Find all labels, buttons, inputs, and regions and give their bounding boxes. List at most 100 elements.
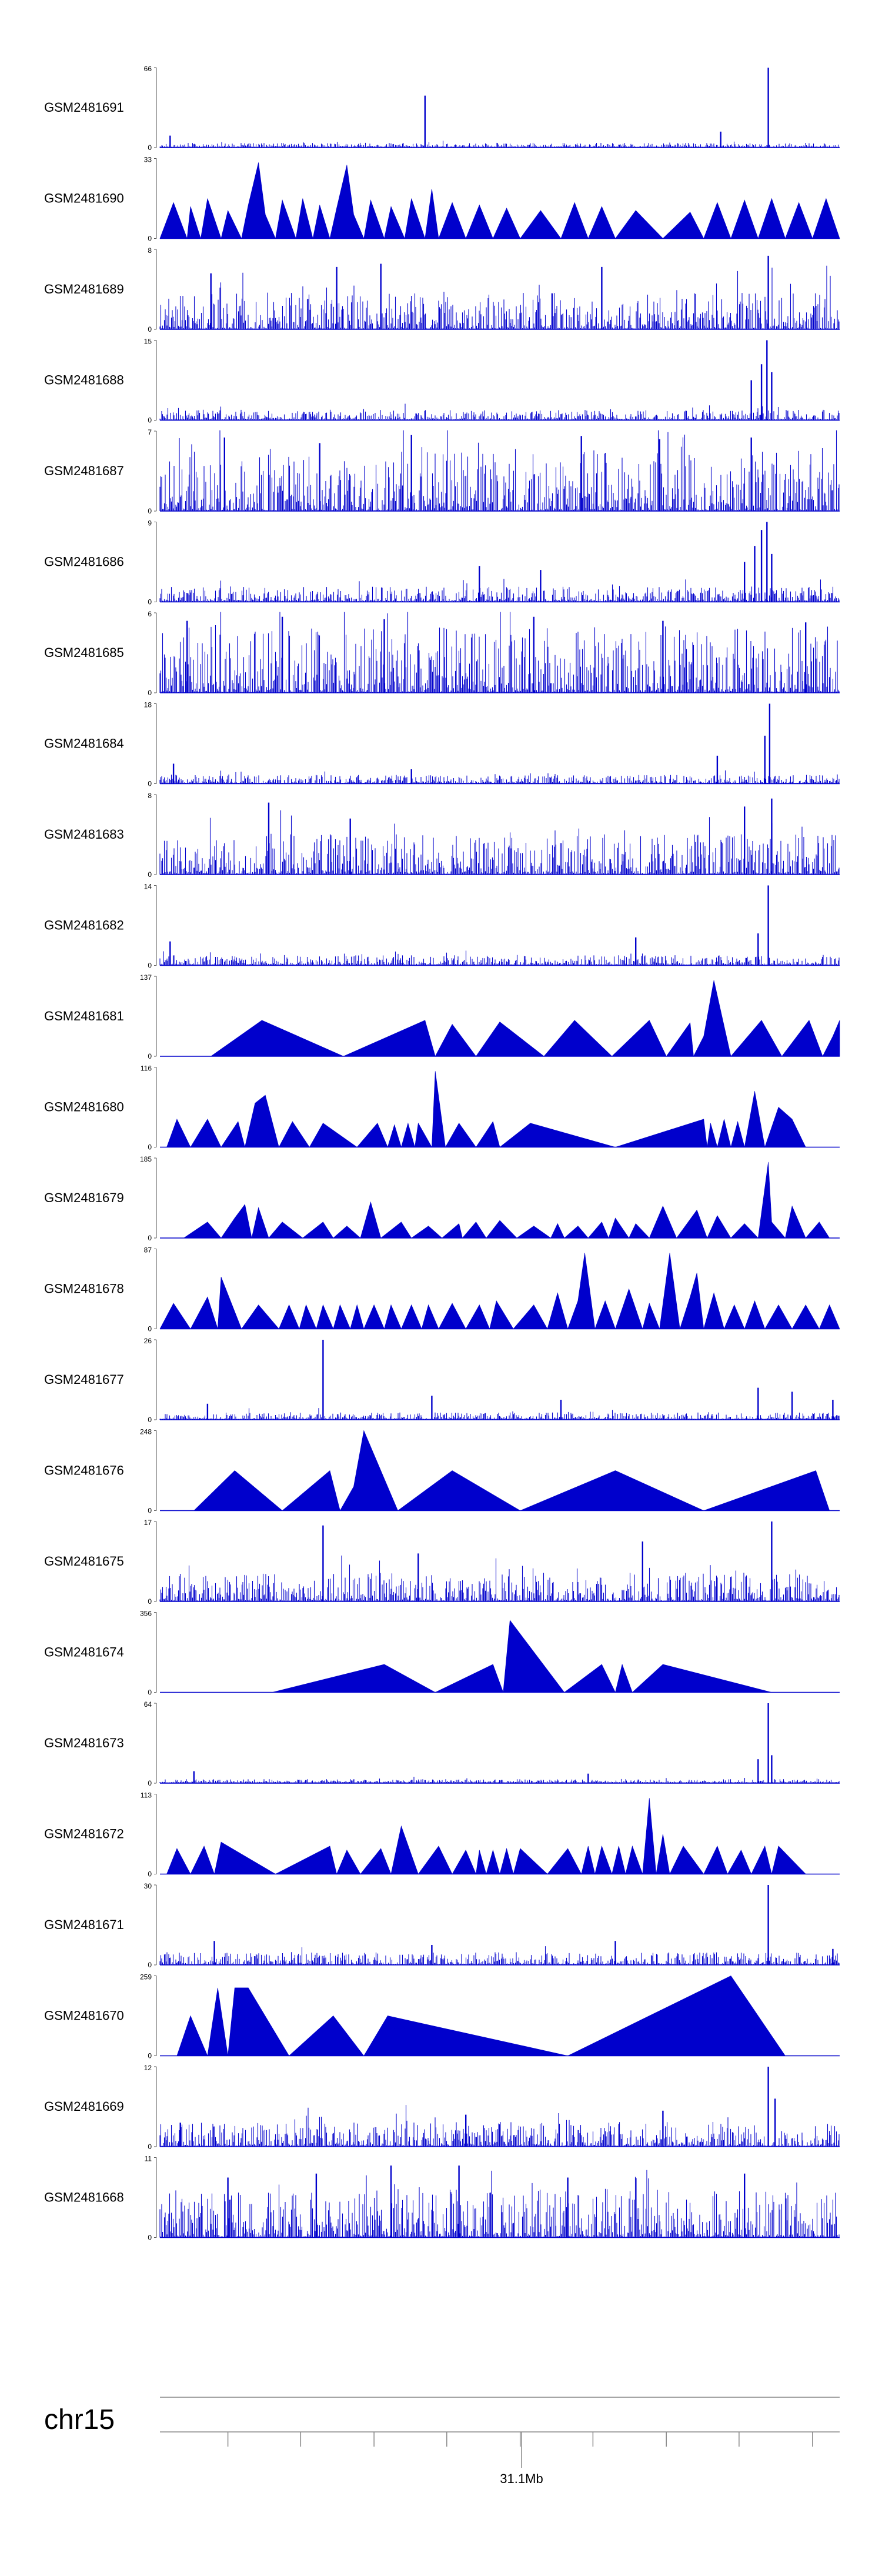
signal-bars xyxy=(159,579,840,602)
y-min-label: 0 xyxy=(148,689,152,697)
signal-bars xyxy=(159,950,840,966)
track: GSM2481672 113 0 xyxy=(44,1791,840,1878)
y-max-label: 8 xyxy=(148,792,152,800)
track: GSM2481686 9 0 xyxy=(44,519,840,606)
y-min-label: 0 xyxy=(148,1870,152,1878)
track-label: GSM2481677 xyxy=(44,1372,124,1387)
y-max-label: 26 xyxy=(144,1337,152,1345)
y-min-label: 0 xyxy=(148,1597,152,1606)
track: GSM2481678 87 0 xyxy=(44,1246,840,1333)
y-max-label: 12 xyxy=(144,2064,152,2072)
signal-area xyxy=(159,1253,840,1330)
y-max-label: 14 xyxy=(144,883,152,891)
signal-area xyxy=(160,1430,840,1511)
y-max-label: 18 xyxy=(144,701,152,709)
signal-area xyxy=(160,1162,840,1239)
track: GSM2481687 7 0 xyxy=(44,428,840,515)
y-min-label: 0 xyxy=(148,1416,152,1424)
track: GSM2481690 33 0 xyxy=(44,156,840,243)
y-min-label: 0 xyxy=(148,1052,152,1060)
y-min-label: 0 xyxy=(148,780,152,788)
y-max-label: 259 xyxy=(140,1973,152,1981)
track-label: GSM2481688 xyxy=(44,373,124,388)
track: GSM2481671 30 0 xyxy=(44,1882,840,1969)
y-min-label: 0 xyxy=(148,598,152,606)
track: GSM2481685 6 0 xyxy=(44,610,840,697)
y-max-label: 64 xyxy=(144,1700,152,1709)
track-panel: GSM2481691660GSM2481690330GSM248168980GS… xyxy=(44,65,840,2242)
signal-bars xyxy=(159,1777,840,1783)
signal-bars xyxy=(159,770,840,784)
y-min-label: 0 xyxy=(148,235,152,243)
signal-area xyxy=(160,1620,840,1693)
signal-bars xyxy=(159,1946,840,1965)
x-tick-label: 31.1Mb xyxy=(500,2471,543,2486)
track: GSM2481681 137 0 xyxy=(44,973,840,1060)
y-min-label: 0 xyxy=(148,1961,152,1969)
track: GSM2481668 11 0 xyxy=(44,2155,840,2242)
track-label: GSM2481669 xyxy=(44,2099,124,2114)
y-max-label: 33 xyxy=(144,156,152,164)
track-label: GSM2481691 xyxy=(44,100,124,115)
y-max-label: 11 xyxy=(145,2155,152,2163)
y-max-label: 113 xyxy=(141,1791,152,1800)
signal-bars xyxy=(159,612,840,693)
track: GSM2481691 66 0 xyxy=(44,65,840,152)
y-max-label: 6 xyxy=(148,610,152,618)
y-min-label: 0 xyxy=(148,1143,152,1152)
y-min-label: 0 xyxy=(148,416,152,425)
track: GSM2481670 259 0 xyxy=(44,1973,840,2060)
chromosome-axis: chr15 31.1Mb xyxy=(44,2397,840,2486)
y-min-label: 0 xyxy=(148,325,152,333)
y-max-label: 356 xyxy=(140,1610,152,1618)
y-min-label: 0 xyxy=(148,1234,152,1242)
track-label: GSM2481671 xyxy=(44,1917,124,1932)
y-min-label: 0 xyxy=(148,2052,152,2060)
signal-bars xyxy=(159,1555,840,1601)
y-min-label: 0 xyxy=(148,2234,152,2242)
y-max-label: 8 xyxy=(148,246,152,255)
signal-area xyxy=(159,162,840,239)
y-max-label: 66 xyxy=(144,65,152,73)
track-label: GSM2481681 xyxy=(44,1009,124,1023)
chromosome-label: chr15 xyxy=(44,2404,115,2435)
signal-bars xyxy=(159,403,840,421)
track-label: GSM2481680 xyxy=(44,1100,124,1115)
track-label: GSM2481679 xyxy=(44,1190,124,1205)
y-min-label: 0 xyxy=(148,1325,152,1333)
y-max-label: 30 xyxy=(144,1882,152,1890)
track: GSM2481680 116 0 xyxy=(44,1065,840,1152)
y-max-label: 7 xyxy=(148,428,152,436)
y-max-label: 185 xyxy=(140,1155,152,1163)
signal-area xyxy=(160,980,840,1057)
track-label: GSM2481684 xyxy=(44,736,124,751)
track-label: GSM2481678 xyxy=(44,1282,124,1296)
track: GSM2481676 248 0 xyxy=(44,1428,840,1515)
track-label: GSM2481670 xyxy=(44,2008,124,2023)
track: GSM2481675 17 0 xyxy=(44,1519,840,1606)
signal-area xyxy=(160,1798,840,1875)
y-max-label: 9 xyxy=(148,519,152,528)
y-min-label: 0 xyxy=(148,507,152,515)
y-min-label: 0 xyxy=(148,1689,152,1697)
track-label: GSM2481673 xyxy=(44,1736,124,1750)
y-min-label: 0 xyxy=(148,870,152,879)
track: GSM2481677 26 0 xyxy=(44,1337,840,1424)
y-min-label: 0 xyxy=(148,1779,152,1787)
track-label: GSM2481683 xyxy=(44,827,124,842)
track-label: GSM2481685 xyxy=(44,645,124,660)
track: GSM2481679 185 0 xyxy=(44,1155,840,1242)
track-label: GSM2481682 xyxy=(44,918,124,933)
y-max-label: 248 xyxy=(140,1428,152,1436)
signal-bars xyxy=(159,810,840,875)
y-max-label: 87 xyxy=(144,1246,152,1254)
y-max-label: 15 xyxy=(144,338,152,346)
y-max-label: 17 xyxy=(144,1519,152,1527)
track: GSM2481684 18 0 xyxy=(44,701,840,788)
y-max-label: 116 xyxy=(141,1065,152,1073)
y-max-label: 137 xyxy=(140,973,152,982)
track: GSM2481669 12 0 xyxy=(44,2064,840,2151)
track: GSM2481673 64 0 xyxy=(44,1700,840,1787)
track-label: GSM2481668 xyxy=(44,2190,124,2205)
